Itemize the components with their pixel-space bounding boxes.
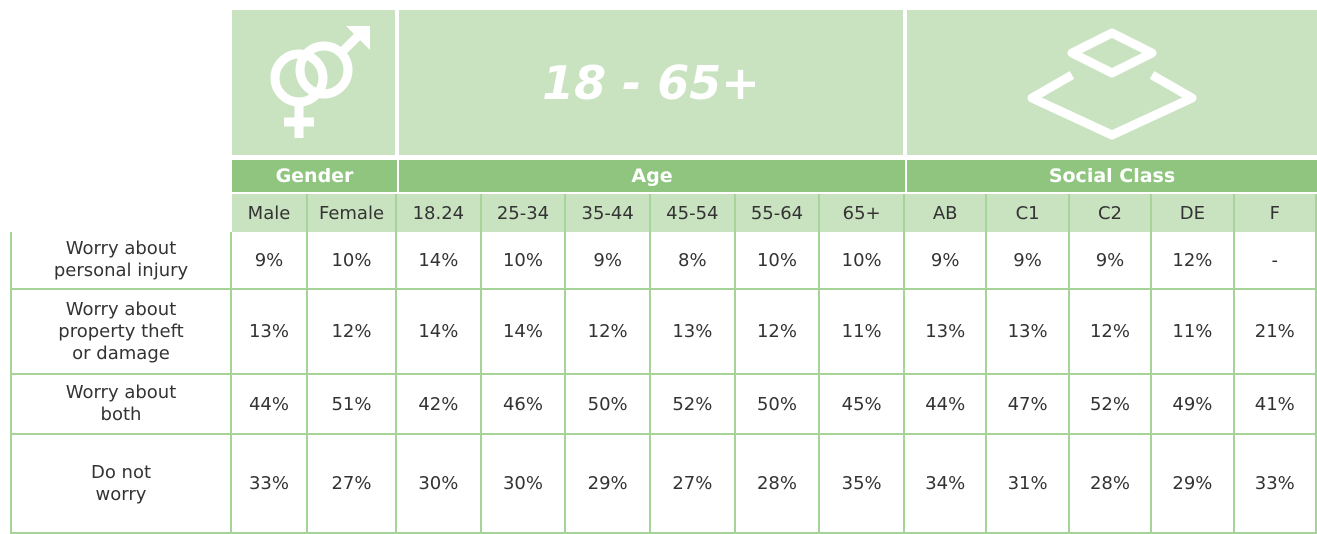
value-cell: 10% bbox=[820, 232, 905, 290]
value-cell: 14% bbox=[397, 290, 482, 375]
value-cell: 49% bbox=[1152, 375, 1235, 435]
column-header: C2 bbox=[1069, 194, 1153, 232]
value-cell: 41% bbox=[1234, 375, 1317, 435]
group-header: Social Class bbox=[907, 160, 1317, 192]
value-cell: 13% bbox=[651, 290, 736, 375]
value-cell: 14% bbox=[481, 290, 567, 375]
row-label: Worry about personal injury bbox=[10, 232, 232, 290]
gender-icon bbox=[232, 10, 395, 155]
column-header: 55-64 bbox=[735, 194, 821, 232]
value-cell: 30% bbox=[481, 435, 567, 534]
value-cell: 11% bbox=[1152, 290, 1235, 375]
value-cell: 30% bbox=[397, 435, 482, 534]
column-header: Male bbox=[232, 194, 308, 232]
value-cell: 34% bbox=[905, 435, 988, 534]
value-cell: 21% bbox=[1234, 290, 1317, 375]
value-cell: 28% bbox=[735, 435, 821, 534]
value-cell: 31% bbox=[987, 435, 1070, 534]
value-cell: 28% bbox=[1069, 435, 1153, 534]
value-cell: 27% bbox=[651, 435, 736, 534]
column-header: 45-54 bbox=[651, 194, 736, 232]
value-cell: 33% bbox=[1234, 435, 1317, 534]
layers-symbol bbox=[1027, 28, 1197, 139]
value-cell: 9% bbox=[566, 232, 651, 290]
value-cell: 10% bbox=[735, 232, 821, 290]
value-cell: 45% bbox=[820, 375, 905, 435]
column-header: DE bbox=[1152, 194, 1235, 232]
value-cell: 13% bbox=[905, 290, 988, 375]
value-cell: 11% bbox=[820, 290, 905, 375]
group-header: Age bbox=[399, 160, 905, 192]
value-cell: 8% bbox=[651, 232, 736, 290]
value-cell: 9% bbox=[232, 232, 308, 290]
value-cell: 51% bbox=[308, 375, 397, 435]
gender-symbol bbox=[270, 25, 370, 138]
column-header: Female bbox=[308, 194, 397, 232]
age-banner: 18 - 65+ bbox=[399, 10, 903, 155]
value-cell: - bbox=[1234, 232, 1317, 290]
value-cell: 29% bbox=[566, 435, 651, 534]
value-cell: 13% bbox=[232, 290, 308, 375]
value-cell: 50% bbox=[735, 375, 821, 435]
value-cell: 12% bbox=[308, 290, 397, 375]
value-cell: 44% bbox=[905, 375, 988, 435]
value-cell: 9% bbox=[987, 232, 1070, 290]
group-header: Gender bbox=[232, 160, 397, 192]
value-cell: 13% bbox=[987, 290, 1070, 375]
value-cell: 12% bbox=[566, 290, 651, 375]
column-header: AB bbox=[905, 194, 988, 232]
value-cell: 35% bbox=[820, 435, 905, 534]
class-icon bbox=[907, 10, 1317, 155]
row-label: Worry about both bbox=[10, 375, 232, 435]
value-cell: 12% bbox=[735, 290, 821, 375]
row-label: Do not worry bbox=[10, 435, 232, 534]
value-cell: 10% bbox=[308, 232, 397, 290]
value-cell: 47% bbox=[987, 375, 1070, 435]
banner-text: 18 - 65+ bbox=[542, 55, 760, 110]
column-header: 25-34 bbox=[481, 194, 567, 232]
value-cell: 27% bbox=[308, 435, 397, 534]
value-cell: 42% bbox=[397, 375, 482, 435]
column-header: 18.24 bbox=[397, 194, 482, 232]
value-cell: 12% bbox=[1152, 232, 1235, 290]
column-header: 65+ bbox=[820, 194, 905, 232]
column-header: 35-44 bbox=[566, 194, 651, 232]
value-cell: 9% bbox=[905, 232, 988, 290]
value-cell: 44% bbox=[232, 375, 308, 435]
value-cell: 52% bbox=[1069, 375, 1153, 435]
value-cell: 12% bbox=[1069, 290, 1153, 375]
value-cell: 33% bbox=[232, 435, 308, 534]
value-cell: 52% bbox=[651, 375, 736, 435]
column-header: C1 bbox=[987, 194, 1070, 232]
column-header: F bbox=[1234, 194, 1317, 232]
value-cell: 14% bbox=[397, 232, 482, 290]
value-cell: 9% bbox=[1069, 232, 1153, 290]
value-cell: 50% bbox=[566, 375, 651, 435]
value-cell: 10% bbox=[481, 232, 567, 290]
row-label: Worry about property theft or damage bbox=[10, 290, 232, 375]
value-cell: 29% bbox=[1152, 435, 1235, 534]
value-cell: 46% bbox=[481, 375, 567, 435]
